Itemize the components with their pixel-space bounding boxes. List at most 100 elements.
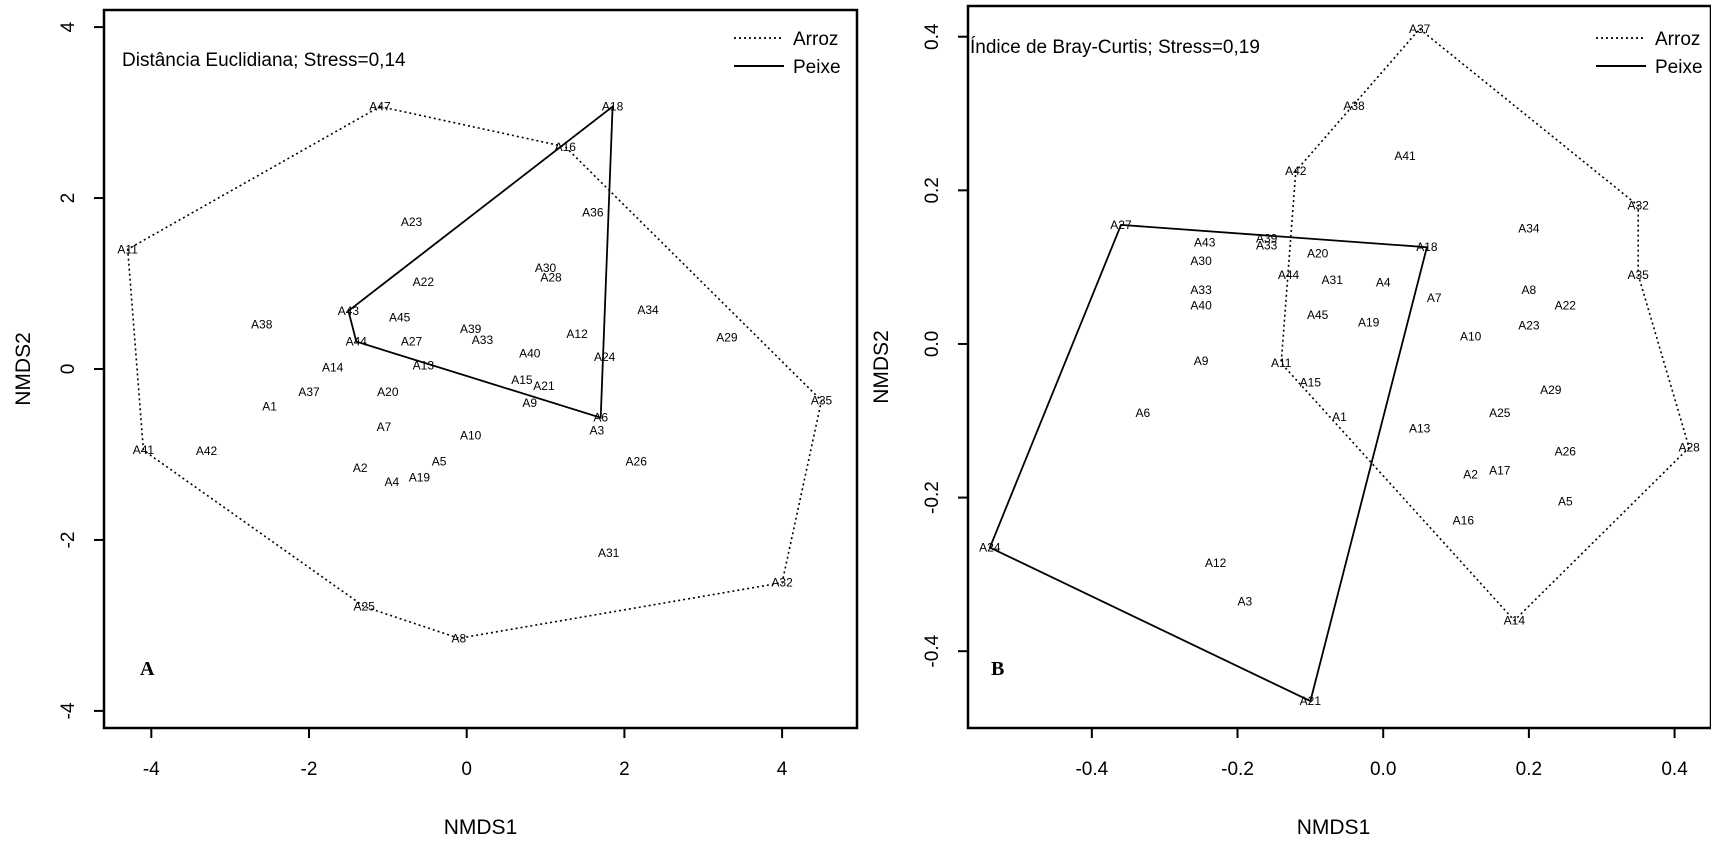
x-tick-label: 2 xyxy=(619,759,630,780)
stress-annotation: Índice de Bray-Curtis; Stress=0,19 xyxy=(970,37,1260,58)
point-label: A17 xyxy=(1489,464,1511,478)
point-label: A21 xyxy=(1300,694,1322,708)
point-label: A22 xyxy=(413,275,435,289)
x-tick-label: -2 xyxy=(301,759,318,780)
point-label: A25 xyxy=(354,600,376,614)
x-tick-label: 4 xyxy=(777,759,788,780)
y-tick-label: 0.2 xyxy=(922,177,943,203)
point-label: A36 xyxy=(582,206,604,220)
y-tick-label: -4 xyxy=(58,702,79,719)
hull-peixe xyxy=(347,104,614,419)
point-label: A38 xyxy=(1343,99,1365,113)
point-label: A44 xyxy=(1278,268,1300,282)
point-label: A18 xyxy=(602,100,624,114)
panel-letter: A xyxy=(140,658,155,680)
point-label: A23 xyxy=(401,215,423,229)
point-label: A8 xyxy=(1522,283,1537,297)
point-label: A29 xyxy=(716,330,738,344)
point-label: A15 xyxy=(511,373,533,387)
point-label: A3 xyxy=(1237,594,1252,608)
point-label: A12 xyxy=(566,327,588,341)
y-tick-label: -2 xyxy=(58,531,79,548)
point-label: A44 xyxy=(346,335,368,349)
panel-letter: B xyxy=(991,658,1004,680)
point-label: A37 xyxy=(1409,22,1431,36)
y-tick-label: -0.2 xyxy=(922,481,943,514)
point-label: A10 xyxy=(460,429,482,443)
y-axis-title: NMDS2 xyxy=(12,332,35,406)
point-label: A35 xyxy=(811,394,833,408)
point-label: A2 xyxy=(353,461,368,475)
point-label: A12 xyxy=(1205,556,1227,570)
point-label: A13 xyxy=(413,359,435,373)
x-tick-label: -4 xyxy=(143,759,160,780)
point-label: A6 xyxy=(593,411,608,425)
point-label: A5 xyxy=(1558,494,1573,508)
legend-label-arroz: Arroz xyxy=(793,29,838,50)
point-label: A35 xyxy=(1627,268,1649,282)
point-label: A20 xyxy=(377,385,399,399)
y-axis-title: NMDS2 xyxy=(870,330,893,404)
point-label: A5 xyxy=(432,454,447,468)
point-label: A38 xyxy=(251,318,273,332)
point-label: A19 xyxy=(1358,315,1380,329)
point-label: A7 xyxy=(377,420,392,434)
point-label: A16 xyxy=(1453,514,1475,528)
legend-label-peixe: Peixe xyxy=(793,57,841,78)
point-label: A30 xyxy=(1190,254,1212,268)
stress-annotation: Distância Euclidiana; Stress=0,14 xyxy=(122,50,406,71)
point-label: A31 xyxy=(1322,273,1344,287)
x-tick-label: 0.4 xyxy=(1661,759,1688,780)
legend-label-peixe: Peixe xyxy=(1655,57,1703,78)
point-label: A9 xyxy=(522,396,537,410)
point-label: A26 xyxy=(626,454,648,468)
point-label: A41 xyxy=(133,443,155,457)
y-tick-label: 4 xyxy=(58,21,79,32)
point-label: A40 xyxy=(519,347,541,361)
point-label: A32 xyxy=(771,576,793,590)
point-label: A47 xyxy=(369,100,391,114)
point-label: A13 xyxy=(1409,421,1431,435)
y-tick-label: -0.4 xyxy=(922,634,943,667)
point-label: A41 xyxy=(1394,149,1416,163)
legend-label-arroz: Arroz xyxy=(1655,29,1700,50)
point-label: A42 xyxy=(1285,164,1307,178)
point-label: A14 xyxy=(322,360,344,374)
point-label: A43 xyxy=(1194,236,1216,250)
point-label: A34 xyxy=(637,303,659,317)
point-label: A16 xyxy=(555,140,577,154)
point-label: A20 xyxy=(1307,246,1329,260)
point-label: A22 xyxy=(1555,299,1577,313)
point-label: A42 xyxy=(196,444,218,458)
point-label: A28 xyxy=(1678,441,1700,455)
point-label: A9 xyxy=(1194,354,1209,368)
plot-frame xyxy=(966,4,1711,730)
point-label: A45 xyxy=(1307,308,1329,322)
point-label: A23 xyxy=(1518,319,1540,333)
point-label: A39 xyxy=(1256,232,1278,246)
x-tick-label: 0.0 xyxy=(1370,759,1396,780)
point-label: A33 xyxy=(472,333,494,347)
point-label: A10 xyxy=(1460,329,1482,343)
point-label: A37 xyxy=(298,385,320,399)
point-label: A40 xyxy=(1190,299,1212,313)
point-label: A2 xyxy=(1463,468,1478,482)
x-tick-label: -0.2 xyxy=(1221,759,1254,780)
point-label: A15 xyxy=(1300,375,1322,389)
x-tick-label: 0 xyxy=(461,759,472,780)
point-label: A8 xyxy=(451,631,466,645)
point-label: A31 xyxy=(598,546,620,560)
y-tick-label: 0 xyxy=(58,364,79,375)
point-label: A1 xyxy=(1332,410,1347,424)
point-label: A29 xyxy=(1540,383,1562,397)
point-label: A19 xyxy=(409,471,431,485)
point-label: A1 xyxy=(262,400,277,414)
point-label: A39 xyxy=(460,322,482,336)
point-label: A45 xyxy=(389,311,411,325)
point-label: A43 xyxy=(338,304,360,318)
x-axis-title: NMDS1 xyxy=(1297,816,1371,839)
point-label: A11 xyxy=(117,242,138,256)
